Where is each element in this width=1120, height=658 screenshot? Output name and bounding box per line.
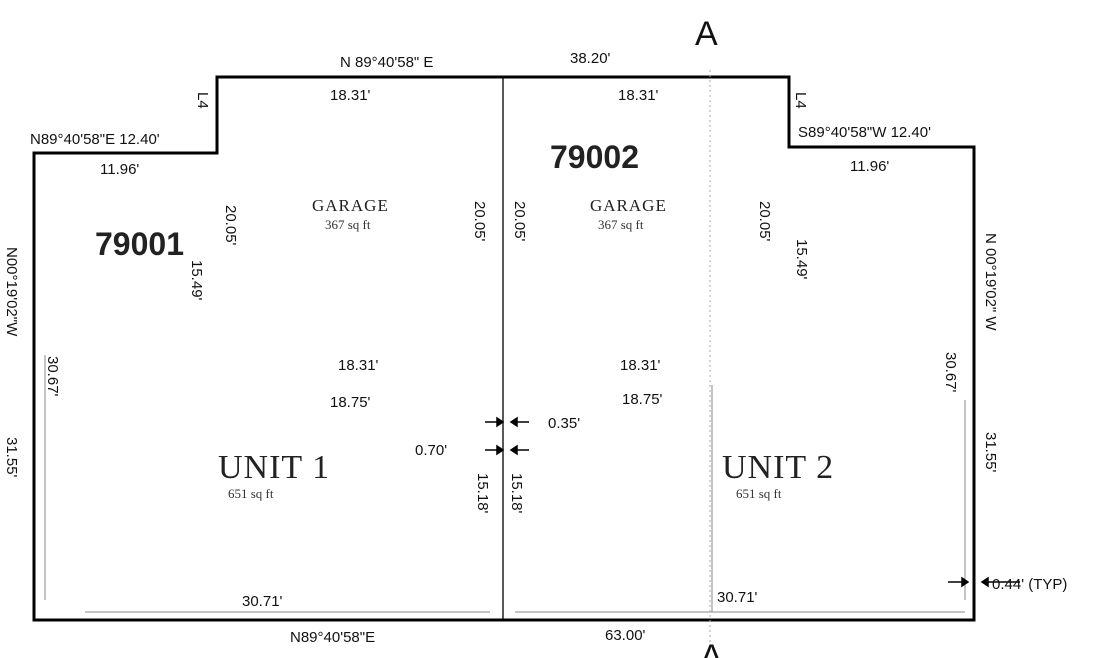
- dim-bottom-right: 30.71': [717, 589, 758, 606]
- bearing-left-side: N00°19'02"W: [3, 247, 20, 337]
- section-label-top: A: [695, 15, 718, 53]
- unit-area-left: 651 sq ft: [228, 486, 274, 501]
- dim-wall-offset: 0.44' (TYP): [992, 576, 1067, 593]
- dim-party-gap-right: 0.35': [548, 415, 580, 432]
- dim-bottom-left: 30.71': [242, 593, 283, 610]
- dim-left-mid-a: 18.31': [338, 357, 379, 374]
- dim-party-wall-length-right: 15.18': [508, 473, 525, 514]
- dim-left-garage-left: 20.05': [222, 205, 239, 246]
- bearing-top: N 89°40'58" E: [340, 54, 433, 71]
- bearing-top-left-step: N89°40'58"E 12.40': [30, 131, 160, 148]
- bearing-right-side: N 00°19'02" W: [982, 233, 999, 331]
- garage-label-left: GARAGE: [312, 196, 389, 215]
- dim-left-mid-b: 18.75': [330, 394, 371, 411]
- section-label-bottom: A: [700, 638, 723, 658]
- unit-id-left: 79001: [95, 226, 184, 262]
- garage-area-right: 367 sq ft: [598, 217, 644, 232]
- dim-right-mid-a: 18.31': [620, 357, 661, 374]
- garage-label-right: GARAGE: [590, 196, 667, 215]
- dim-left-side-inner: 30.67': [44, 356, 61, 397]
- dim-right-side-inner: 30.67': [942, 352, 959, 393]
- dim-left-garage-top: 18.31': [330, 87, 371, 104]
- dim-right-garage-right: 20.05': [756, 201, 773, 242]
- dim-top-total: 38.20': [570, 50, 611, 67]
- dim-bottom-total: 63.00': [605, 627, 646, 644]
- property-boundary: [32, 75, 976, 622]
- line-label-right: L4: [792, 92, 809, 109]
- dim-party-wall-length-left: 15.18': [474, 473, 491, 514]
- party-wall-offset-arrows: [485, 416, 529, 456]
- line-label-left: L4: [194, 92, 211, 109]
- dim-right-mid-b: 18.75': [622, 391, 663, 408]
- dim-right-garage-left: 20.05': [511, 201, 528, 242]
- bearing-top-right-step: S89°40'58"W 12.40': [798, 124, 931, 141]
- dim-party-gap-left: 0.70': [415, 442, 447, 459]
- unit-area-right: 651 sq ft: [736, 486, 782, 501]
- dim-right-step-width: 11.96': [850, 158, 889, 175]
- dim-left-inner-vertical: 15.49': [188, 260, 205, 301]
- dim-right-side-outer: 31.55': [982, 432, 999, 473]
- dim-right-inner-vertical: 15.49': [793, 239, 810, 280]
- bearing-bottom: N89°40'58"E: [290, 629, 375, 646]
- unit-id-right: 79002: [550, 139, 639, 175]
- dim-left-step-width: 11.96': [100, 161, 139, 178]
- garage-area-left: 367 sq ft: [325, 217, 371, 232]
- dim-left-side-outer: 31.55': [3, 437, 20, 478]
- unit-label-left: UNIT 1: [218, 449, 330, 486]
- dim-left-garage-right: 20.05': [471, 201, 488, 242]
- unit-label-right: UNIT 2: [722, 449, 834, 486]
- dim-right-garage-top: 18.31': [618, 87, 659, 104]
- wall-offset-arrows: [948, 576, 1020, 588]
